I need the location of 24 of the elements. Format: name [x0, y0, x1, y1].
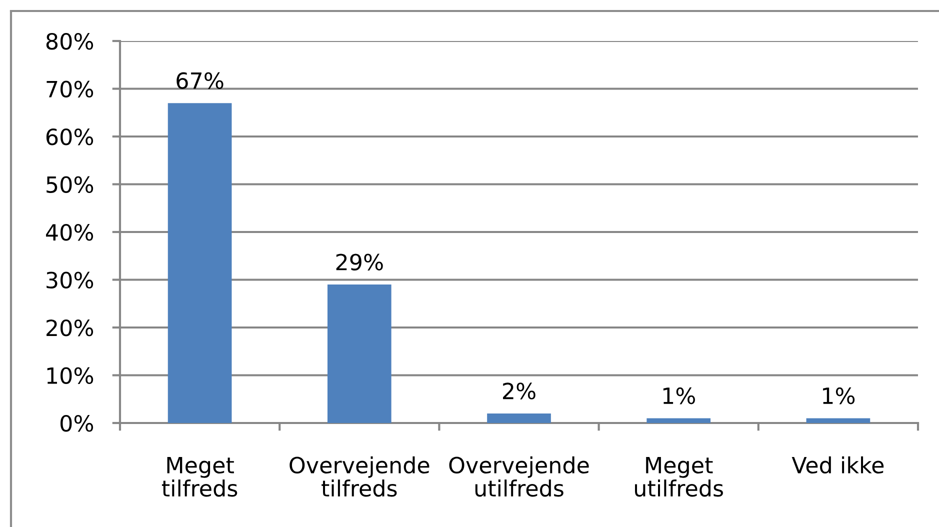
bar: [327, 284, 392, 423]
data-label: 29%: [336, 254, 383, 270]
y-tick-label: 30%: [46, 272, 94, 289]
x-tick-label: Meget utilfreds: [635, 457, 723, 497]
x-tick-label: Overvejende utilfreds: [449, 456, 589, 497]
bar: [168, 103, 232, 423]
y-tick-label: 70%: [46, 80, 94, 98]
y-tick-label: 0%: [60, 414, 94, 432]
y-tick-label: 60%: [46, 128, 94, 146]
data-label: 1%: [823, 387, 855, 404]
x-tick-label: Meget tilfreds: [162, 457, 238, 497]
y-tick-label: 10%: [47, 367, 94, 384]
y-tick-label: 20%: [46, 319, 94, 336]
data-label: 2%: [503, 382, 536, 400]
bar: [806, 418, 870, 423]
y-tick-label: 50%: [46, 176, 94, 194]
x-tick-label: Ved ikke: [792, 456, 884, 474]
y-tick-label: 40%: [46, 224, 94, 241]
data-label: 67%: [176, 72, 224, 90]
y-tick-label: 80%: [46, 32, 94, 50]
bar: [487, 413, 551, 423]
bar: [646, 418, 711, 423]
x-tick-label: Overvejende tilfreds: [290, 456, 430, 497]
data-label: 1%: [663, 387, 695, 404]
